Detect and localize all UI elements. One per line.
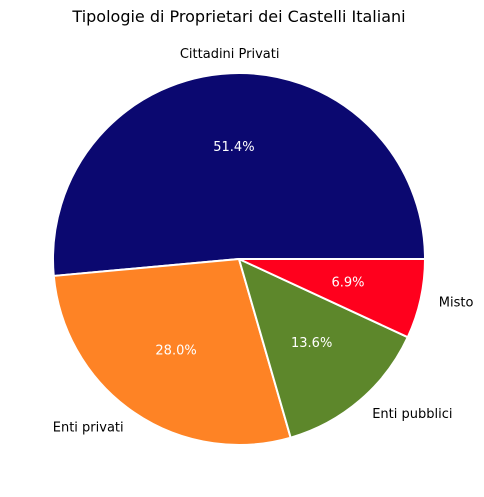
slice-label-cittadini-privati: Cittadini Privati [180,47,280,62]
pie-slices [52,72,426,446]
percent-label-enti-privati: 28.0% [155,344,196,359]
pie-slice-cittadini-privati [52,72,426,277]
pie-slice-enti-pubblici [238,258,409,439]
chart-title: Tipologie di Proprietari dei Castelli It… [71,7,405,26]
pie-slice-enti-privati [52,258,292,446]
percent-label-misto: 6.9% [331,276,364,291]
slice-label-enti-privati: Enti privati [53,420,124,435]
percent-label-cittadini-privati: 51.4% [213,140,254,155]
pie-labels: Cittadini Privati 51.4% Enti privati 28.0% E… [53,47,474,435]
slice-label-misto: Misto [439,296,474,311]
slice-label-enti-pubblici: Enti pubblici [372,407,452,422]
percent-label-enti-pubblici: 13.6% [291,336,332,351]
pie-slice-misto [238,258,426,339]
